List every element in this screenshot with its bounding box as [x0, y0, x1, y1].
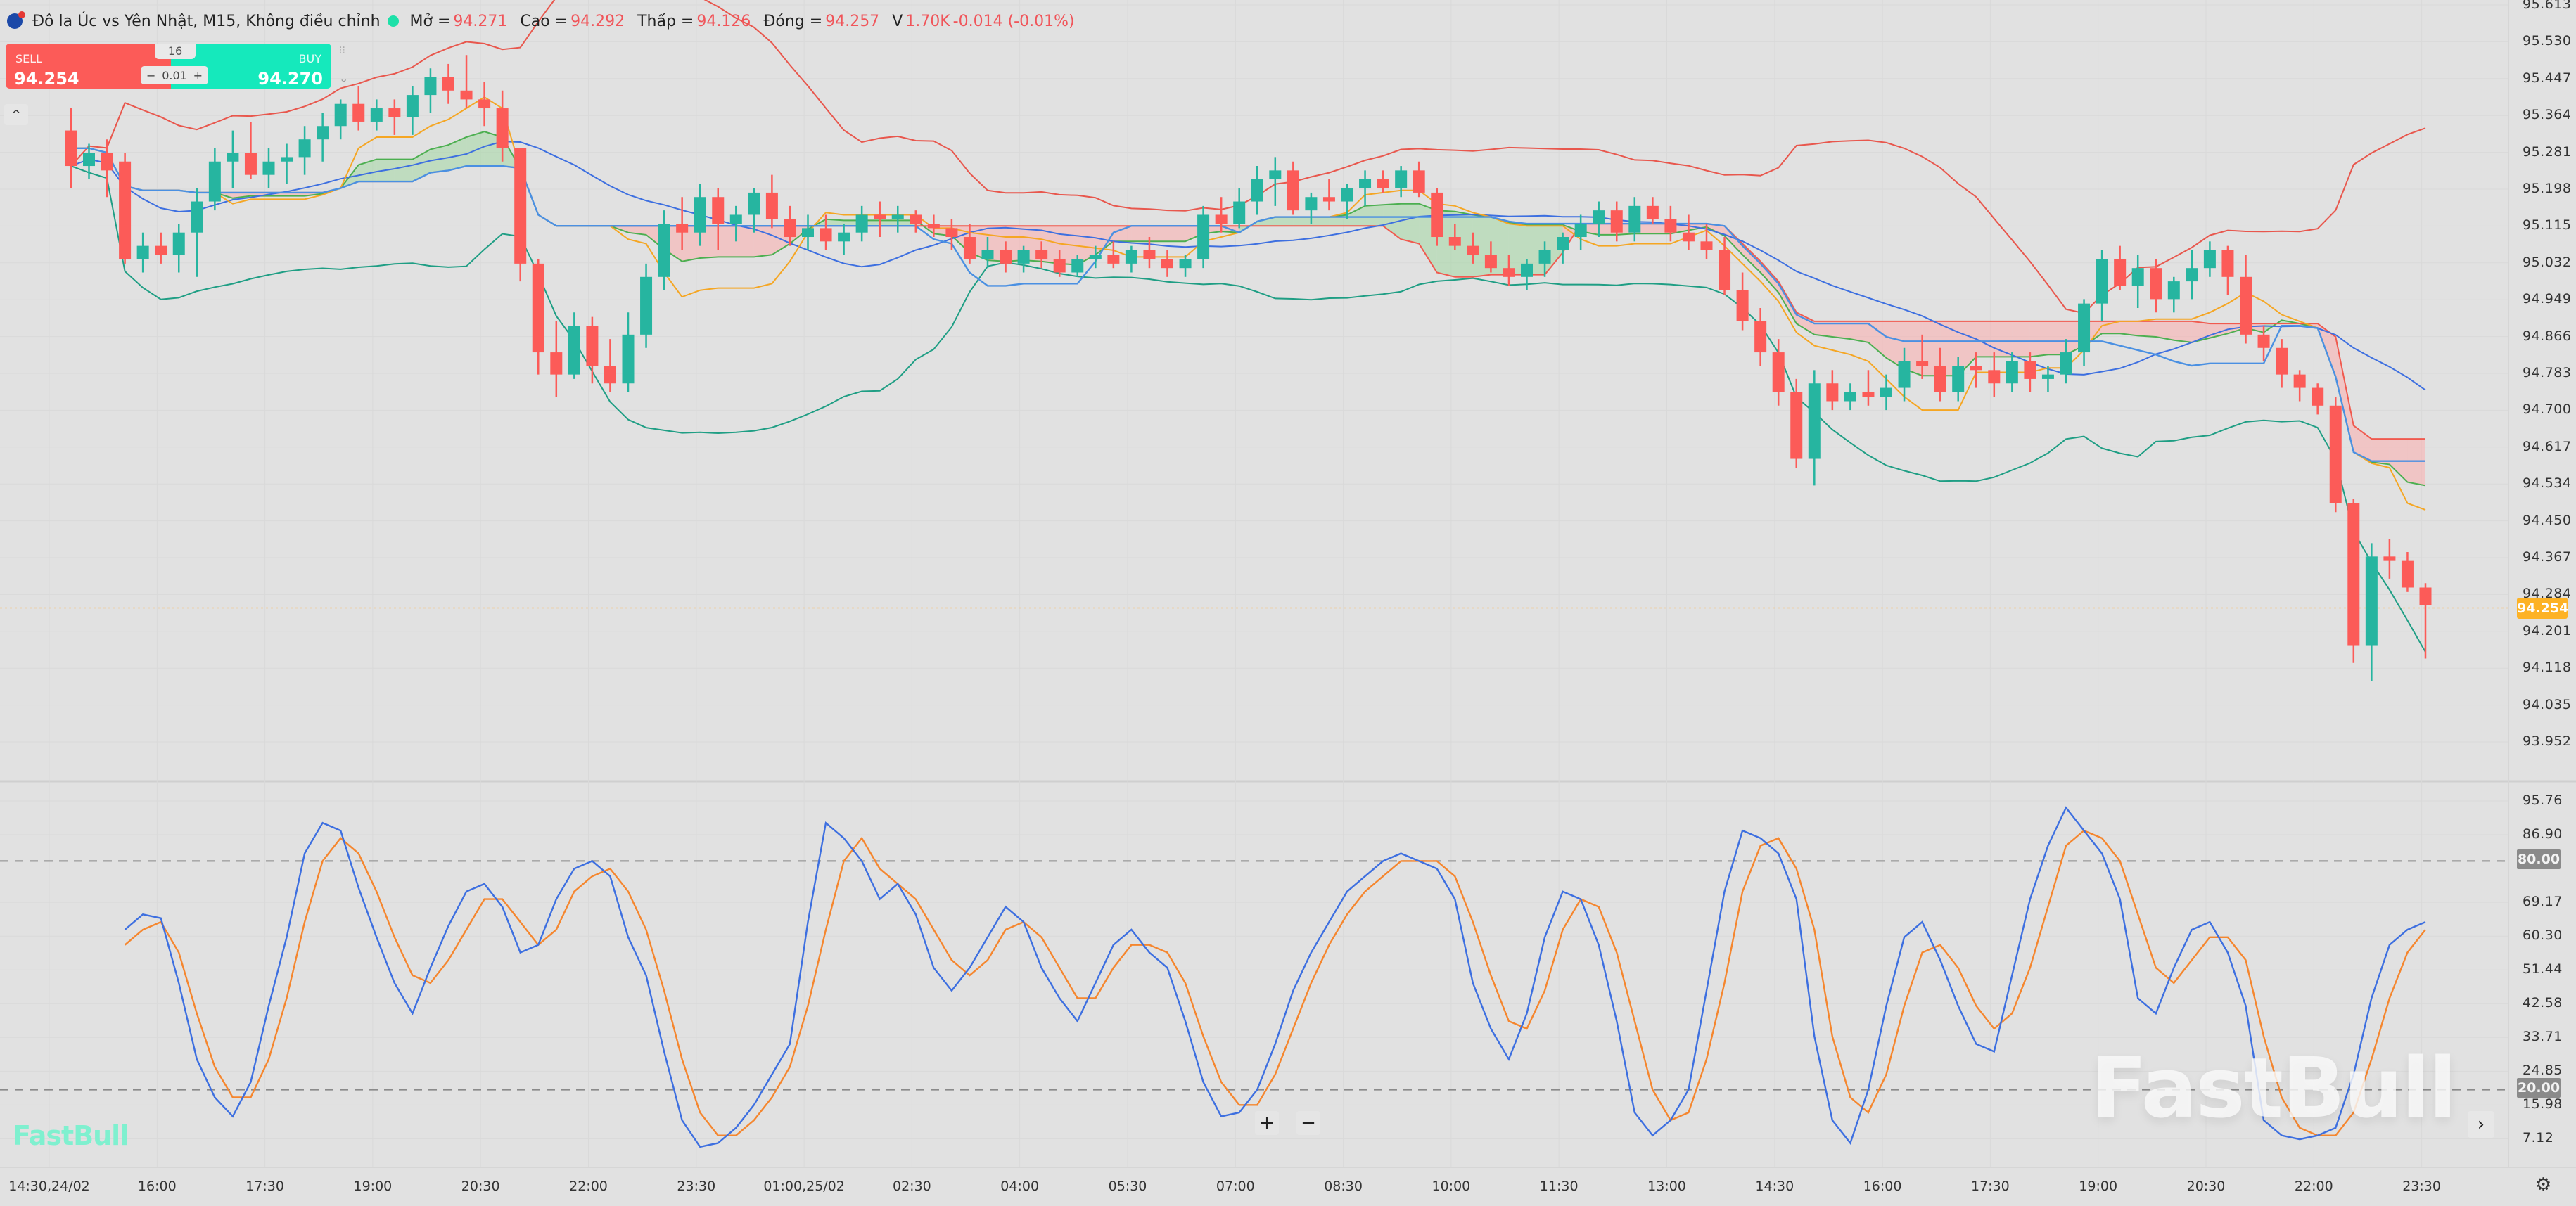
buy-label: BUY: [298, 52, 321, 65]
stoch-tick: 51.44: [2523, 961, 2563, 977]
price-tick: 94.949: [2523, 291, 2572, 307]
price-tick: 95.613: [2523, 0, 2572, 12]
volume-label: V: [892, 12, 903, 30]
market-status-dot-icon: [387, 15, 399, 27]
price-tick: 95.281: [2523, 143, 2572, 160]
zoom-out-button[interactable]: −: [1296, 1111, 1320, 1135]
price-tick: 94.367: [2523, 549, 2572, 565]
scroll-right-button[interactable]: ›: [2468, 1111, 2494, 1138]
time-tick: 08:30: [1324, 1179, 1363, 1194]
fastbull-watermark: FastBull: [2091, 1039, 2457, 1136]
stoch-tick: 69.17: [2523, 894, 2563, 910]
overbought-level-tag: 80.00: [2517, 849, 2561, 869]
low-value: 94.126: [696, 12, 751, 30]
stoch-tick: 33.71: [2523, 1029, 2563, 1045]
lot-increase-button[interactable]: +: [193, 68, 203, 82]
time-tick: 14:30,24/02: [8, 1179, 90, 1194]
stoch-tick: 42.58: [2523, 995, 2563, 1011]
time-tick: 16:00: [1863, 1179, 1902, 1194]
price-tick: 94.783: [2523, 365, 2572, 380]
time-tick: 23:30: [677, 1179, 716, 1194]
time-tick: 22:00: [569, 1179, 608, 1194]
symbol-title[interactable]: Đô la Úc vs Yên Nhật, M15, Không điều ch…: [32, 12, 381, 30]
price-tick: 93.952: [2523, 733, 2572, 749]
time-tick: 13:00: [1647, 1179, 1686, 1194]
lot-size-input[interactable]: 0.01: [162, 68, 187, 82]
price-tick: 94.617: [2523, 438, 2572, 454]
time-tick: 22:00: [2294, 1179, 2333, 1194]
open-value: 94.271: [453, 12, 508, 30]
time-tick: 02:30: [893, 1179, 931, 1194]
time-tick: 19:00: [353, 1179, 393, 1194]
time-tick: 20:30: [2186, 1179, 2226, 1194]
symbol-header: Đô la Úc vs Yên Nhật, M15, Không điều ch…: [7, 6, 1075, 37]
drag-handle-icon[interactable]: ⁞⁞: [339, 45, 345, 56]
fastbull-logo-small: FastBull: [13, 1120, 129, 1151]
time-tick: 17:30: [246, 1179, 284, 1194]
time-tick: 11:30: [1539, 1179, 1579, 1194]
chevron-down-icon[interactable]: ⌄: [339, 72, 349, 85]
spread-value: 16: [155, 44, 196, 59]
low-label: Thấp =: [637, 12, 694, 30]
time-tick: 07:00: [1216, 1179, 1255, 1194]
sell-price: 94.254: [14, 69, 79, 89]
lot-decrease-button[interactable]: −: [146, 68, 156, 82]
volume-value: 1.70K: [905, 12, 950, 30]
high-label: Cao =: [520, 12, 568, 30]
stoch-tick: 24.85: [2523, 1063, 2563, 1079]
price-tick: 94.118: [2523, 660, 2572, 676]
price-tick: 94.534: [2523, 475, 2572, 492]
collapse-legend-button[interactable]: ^: [4, 104, 28, 125]
stoch-tick: 86.90: [2523, 826, 2563, 842]
time-tick: 20:30: [461, 1179, 500, 1194]
price-tick: 95.115: [2523, 217, 2572, 233]
sell-button[interactable]: SELL 94.254: [6, 44, 171, 89]
stoch-tick: 7.12: [2523, 1130, 2554, 1146]
time-tick: 14:30: [1755, 1179, 1794, 1194]
lot-size-stepper: − 0.01 +: [141, 66, 208, 84]
zoom-in-button[interactable]: +: [1255, 1111, 1279, 1135]
time-tick: 05:30: [1108, 1179, 1147, 1194]
current-price-tag: 94.254: [2517, 598, 2568, 619]
open-label: Mở =: [409, 12, 451, 30]
sell-label: SELL: [15, 52, 43, 65]
stoch-tick: 95.76: [2523, 793, 2563, 808]
price-tick: 95.447: [2523, 70, 2572, 86]
price-tick: 94.700: [2523, 402, 2572, 418]
price-tick: 94.866: [2523, 328, 2572, 344]
price-tick: 94.284: [2523, 586, 2572, 602]
price-tick: 94.035: [2523, 696, 2572, 712]
stoch-tick: 15.98: [2523, 1096, 2563, 1112]
settings-gear-icon[interactable]: ⚙: [2535, 1174, 2552, 1195]
close-value: 94.257: [825, 12, 880, 30]
time-tick: 19:00: [2079, 1179, 2118, 1194]
oversold-level-tag: 20.00: [2517, 1078, 2561, 1098]
close-label: Đóng =: [763, 12, 823, 30]
time-tick: 23:30: [2402, 1179, 2441, 1194]
aud-jpy-flag-icon: [7, 11, 25, 29]
price-tick: 94.201: [2523, 622, 2572, 639]
high-value: 94.292: [570, 12, 625, 30]
buy-price: 94.270: [257, 69, 323, 89]
price-tick: 94.450: [2523, 512, 2572, 528]
change-value: -0.014 (-0.01%): [952, 12, 1075, 30]
price-tick: 95.198: [2523, 181, 2572, 196]
time-tick: 04:00: [1000, 1179, 1040, 1194]
time-tick: 10:00: [1432, 1179, 1471, 1194]
time-tick: 16:00: [137, 1179, 177, 1194]
price-tick: 95.530: [2523, 33, 2572, 49]
price-tick: 95.032: [2523, 254, 2572, 270]
trade-panel: SELL 94.254 BUY 94.270 16 − 0.01 + ⁞⁞ ⌄: [6, 44, 348, 94]
price-tick: 95.364: [2523, 107, 2572, 123]
time-tick: 01:00,25/02: [763, 1179, 845, 1194]
time-tick: 17:30: [1971, 1179, 2010, 1194]
stoch-tick: 60.30: [2523, 928, 2563, 944]
